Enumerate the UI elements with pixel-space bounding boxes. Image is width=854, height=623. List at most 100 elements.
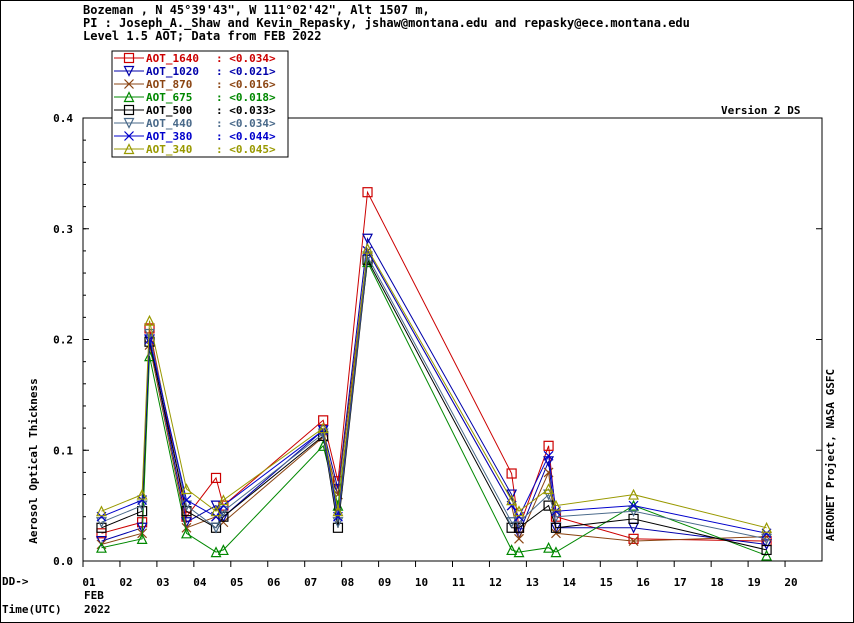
x-tick-label: 07 [304,576,317,589]
series-line [101,190,767,542]
data-point [513,546,525,558]
version-label: Version 2 DS [721,104,800,117]
data-point [506,517,518,529]
legend-label: AOT_440 [146,117,192,130]
data-point [210,472,222,484]
data-point [761,549,773,561]
legend-item: AOT_1020: <0.021> [114,65,276,78]
series-aot-340 [96,242,773,533]
data-point [543,450,554,461]
y-tick-label: 0.4 [53,112,73,125]
series-line [101,258,767,551]
data-point [513,522,525,533]
legend-label: AOT_500 [146,104,192,117]
data-point [362,242,373,254]
legend-label: AOT_870 [146,78,192,91]
x-tick-label: 06 [267,576,281,589]
y-tick-label: 0.3 [53,223,73,236]
y-tick-label: 0.1 [53,444,73,457]
series-line [101,247,767,529]
y-axis-title: Aerosol Optical Thickness [27,378,40,544]
x-tick-label: 03 [156,576,169,589]
legend-marker [123,117,135,129]
legend-value: : <0.045> [216,143,276,156]
legend-label: AOT_380 [146,130,192,143]
header-level: Level 1.5 AOT; Data from FEB 2022 [83,29,322,43]
legend-label: AOT_1020 [146,65,199,78]
x-tick-label: 20 [784,576,797,589]
data-point [761,539,773,551]
x-tick-label: 02 [119,576,132,589]
series-aot-500 [96,254,772,556]
data-point [362,187,373,198]
data-point [181,506,192,517]
x-month-label: FEB [84,589,104,602]
legend-marker [124,131,134,141]
data-point [210,522,222,534]
x-year-label: 2022 [84,603,111,616]
data-point [144,350,155,362]
legend-item: AOT_340 : <0.045> [114,143,276,156]
legend-value: : <0.018> [216,91,276,104]
data-point [332,522,344,533]
x-tick-label: 10 [415,576,428,589]
data-point [136,488,148,500]
data-point [180,483,192,495]
legend-marker [124,79,134,89]
y-axis: 0.0 0.1 0.2 0.3 0.4 [53,112,822,568]
data-point [506,522,517,533]
data-point [217,544,229,556]
legend-item: AOT_500 : <0.033> [114,104,276,117]
data-point [628,488,640,500]
data-point [96,541,107,553]
x-tick-label: 15 [600,576,613,589]
legend-value: : <0.033> [216,104,276,117]
data-point [362,233,373,245]
data-point [513,505,525,517]
legend-label: AOT_340 [146,143,192,156]
data-point [506,468,517,479]
right-credit-label: AERONET Project, NASA GSFC [824,369,837,541]
data-point [210,546,222,558]
data-point [550,511,562,523]
x-prefix-label: DD-> [2,575,29,588]
x-tick-label: 12 [489,576,502,589]
data-point [96,535,107,547]
data-point [628,536,639,546]
data-point [210,500,222,512]
series-aot-1640 [96,187,772,547]
data-point [506,544,518,556]
data-point [96,517,107,529]
legend-marker [123,143,135,155]
data-point [144,314,155,326]
data-point [513,517,525,529]
data-point [96,522,107,533]
data-point [136,500,148,512]
x-tick-label: 16 [637,576,651,589]
y-tick-label: 0.2 [53,334,73,347]
data-point [210,505,222,517]
x-tick-label: 11 [452,576,466,589]
data-point [551,528,561,539]
legend-marker [123,65,135,77]
header-pi: PI : Joseph_A._Shaw and Kevin_Repasky, j… [83,16,690,30]
data-point [628,500,639,511]
data-point [514,533,524,544]
data-point [761,533,773,545]
data-point [543,440,554,451]
legend-value: : <0.034> [216,52,276,65]
legend-marker [123,104,135,116]
data-point [217,506,229,518]
series-layer [96,187,773,561]
data-point [628,533,639,544]
x-tick-label: 14 [563,576,577,589]
data-point [550,546,562,558]
legend-item: AOT_1640 : <0.034> [114,52,276,65]
time-utc-label: Time(UTC) [2,603,62,616]
data-point [543,541,555,553]
header-location: Bozeman , N 45°39'43", W 111°02'42", Alt… [83,3,430,17]
series-line [101,237,767,545]
legend-label: AOT_1640 [146,52,199,65]
x-tick-label: 08 [341,576,354,589]
legend-value: : <0.034> [216,117,276,130]
